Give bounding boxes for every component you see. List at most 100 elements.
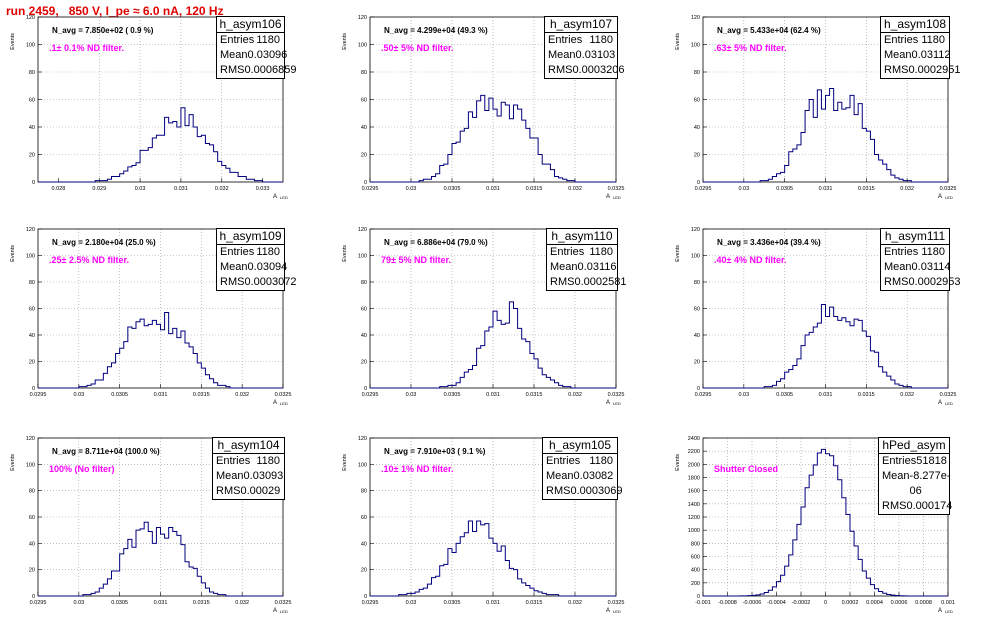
x-tick-label: 0.031 bbox=[819, 392, 833, 398]
stats-entries: 1180 bbox=[589, 34, 613, 46]
stats-entries: 1180 bbox=[256, 34, 280, 46]
x-tick-label: 0.03 bbox=[406, 392, 417, 398]
x-axis-label-sub: LED bbox=[280, 195, 288, 200]
x-tick-label: 0.0295 bbox=[695, 392, 712, 398]
histogram-series bbox=[703, 448, 948, 597]
stats-row-entries: Entries 1180 bbox=[881, 33, 949, 48]
stats-mean: 0.03114 bbox=[911, 261, 951, 273]
y-tick-label: 20 bbox=[361, 360, 367, 366]
y-tick-label: 120 bbox=[358, 227, 367, 233]
histogram-series bbox=[703, 88, 948, 183]
histogram-series bbox=[370, 520, 616, 597]
stats-box-h_asym108: h_asym108 Entries 1180 Mean 0.03112 RMS 0.0002… bbox=[880, 16, 960, 79]
y-tick-label: 600 bbox=[691, 555, 700, 561]
stats-box-h_asym106: h_asym106 Entries 1180 Mean 0.03096 RMS 0.0006… bbox=[216, 16, 296, 79]
filter-annotation: Shutter Closed bbox=[714, 464, 778, 474]
y-tick-label: 40 bbox=[29, 333, 35, 339]
x-tick-label: 0.0325 bbox=[940, 392, 957, 398]
y-tick-label: 1800 bbox=[688, 476, 700, 482]
stats-row-rms: RMS 0.00029 bbox=[213, 484, 284, 499]
x-tick-label: 0.0004 bbox=[866, 600, 883, 606]
x-axis-label-sub: LED bbox=[945, 609, 953, 614]
x-axis-label: A bbox=[606, 400, 610, 406]
y-tick-label: 0 bbox=[32, 594, 35, 600]
x-tick-label: 0.0002 bbox=[842, 600, 859, 606]
y-tick-label: 60 bbox=[361, 98, 367, 104]
y-tick-label: 2000 bbox=[688, 462, 700, 468]
filter-annotation: .50± 5% ND filter. bbox=[381, 43, 453, 53]
y-tick-label: 40 bbox=[361, 125, 367, 131]
y-tick-label: 80 bbox=[361, 280, 367, 286]
histogram-title: N_avg = 3.436e+04 (39.4 %) bbox=[717, 238, 821, 247]
x-axis-label: A bbox=[273, 608, 277, 614]
stats-box-h_asym111: h_asym111 Entries 1180 Mean 0.03114 RMS 0.0002… bbox=[880, 228, 960, 291]
histogram-title: N_avg = 7.850e+02 ( 0.9 %) bbox=[52, 26, 154, 35]
x-tick-label: 0.031 bbox=[486, 186, 500, 192]
stats-mean: 0.03103 bbox=[575, 49, 616, 61]
stats-row-mean: Mean -8.277e-06 bbox=[879, 469, 951, 499]
filter-annotation: .10± 1% ND filter. bbox=[381, 464, 453, 474]
x-tick-label: 0.032 bbox=[235, 392, 249, 398]
x-axis-label-sub: LED bbox=[613, 609, 621, 614]
filter-annotation: 100% (No filter) bbox=[49, 464, 115, 474]
x-tick-label: -0.001 bbox=[695, 600, 711, 606]
stats-row-entries: Entries 1180 bbox=[213, 454, 284, 469]
stats-entries: 1180 bbox=[256, 455, 280, 467]
stats-row-rms: RMS 0.0002951 bbox=[881, 63, 960, 78]
stats-label: RMS bbox=[546, 485, 571, 497]
x-tick-label: 0.03 bbox=[738, 186, 749, 192]
y-tick-label: 100 bbox=[358, 43, 367, 49]
y-tick-label: 60 bbox=[694, 98, 700, 104]
y-tick-label: 80 bbox=[29, 70, 35, 76]
y-axis-label: Events bbox=[675, 454, 681, 471]
stats-label: Mean bbox=[220, 261, 248, 273]
y-tick-label: 100 bbox=[358, 462, 367, 468]
stats-rms: 0.0006859 bbox=[244, 64, 297, 76]
stats-label: Entries bbox=[548, 34, 583, 46]
x-tick-label: 0.0305 bbox=[444, 186, 461, 192]
x-tick-label: 0 bbox=[824, 600, 827, 606]
x-tick-label: 0.0295 bbox=[362, 186, 379, 192]
histogram-title: N_avg = 2.180e+04 (25.0 %) bbox=[52, 238, 156, 247]
stats-label: Mean bbox=[882, 470, 910, 482]
stats-name: h_asym107 bbox=[545, 17, 617, 33]
x-axis-label-sub: LED bbox=[945, 401, 953, 406]
stats-row-rms: RMS 0.0003072 bbox=[217, 275, 296, 290]
y-tick-label: 400 bbox=[691, 568, 700, 574]
x-tick-label: 0.0008 bbox=[915, 600, 932, 606]
y-tick-label: 40 bbox=[29, 125, 35, 131]
stats-row-entries: Entries 1180 bbox=[217, 33, 284, 48]
stats-label: Entries bbox=[546, 455, 581, 467]
x-tick-label: 0.0325 bbox=[608, 186, 625, 192]
stats-label: RMS bbox=[220, 64, 245, 76]
histogram-series bbox=[38, 107, 283, 183]
y-tick-label: 0 bbox=[32, 386, 35, 392]
y-tick-label: 20 bbox=[29, 153, 35, 159]
y-tick-label: 0 bbox=[32, 180, 35, 186]
panel-h_asym104: 0.0295 0.03 0.0305 0.031 0.0315 0.032 0.0325 0 2… bbox=[10, 436, 291, 614]
stats-row-entries: Entries 1180 bbox=[881, 245, 949, 260]
y-tick-label: 80 bbox=[29, 489, 35, 495]
x-tick-label: 0.0315 bbox=[193, 600, 210, 606]
y-tick-label: 60 bbox=[29, 515, 35, 521]
panel-h_asym110: 0.0295 0.03 0.0305 0.031 0.0315 0.032 0.0325 0 2… bbox=[342, 227, 624, 406]
y-tick-label: 1600 bbox=[688, 489, 700, 495]
y-tick-label: 40 bbox=[361, 541, 367, 547]
filter-annotation: .25± 2.5% ND filter. bbox=[49, 255, 129, 265]
y-tick-label: 0 bbox=[697, 594, 700, 600]
stats-label: Mean bbox=[884, 261, 912, 273]
stats-rms: 0.00029 bbox=[240, 485, 281, 497]
stats-name: h_asym110 bbox=[547, 229, 617, 245]
stats-row-mean: Mean 0.03116 bbox=[547, 260, 617, 275]
x-axis-label: A bbox=[606, 608, 610, 614]
stats-row-rms: RMS 0.000174 bbox=[879, 499, 952, 514]
stats-row-rms: RMS 0.0002581 bbox=[547, 275, 626, 290]
histogram-series bbox=[703, 304, 948, 389]
y-tick-label: 20 bbox=[694, 360, 700, 366]
x-tick-label: 0.031 bbox=[486, 392, 500, 398]
x-tick-label: 0.0305 bbox=[444, 392, 461, 398]
y-tick-label: 200 bbox=[691, 581, 700, 587]
stats-name: h_asym108 bbox=[881, 17, 949, 33]
stats-label: Mean bbox=[884, 49, 912, 61]
stats-box-hPed_asym: hPed_asym Entries 51818 Mean -8.277e-06 RMS 0.… bbox=[878, 437, 952, 515]
